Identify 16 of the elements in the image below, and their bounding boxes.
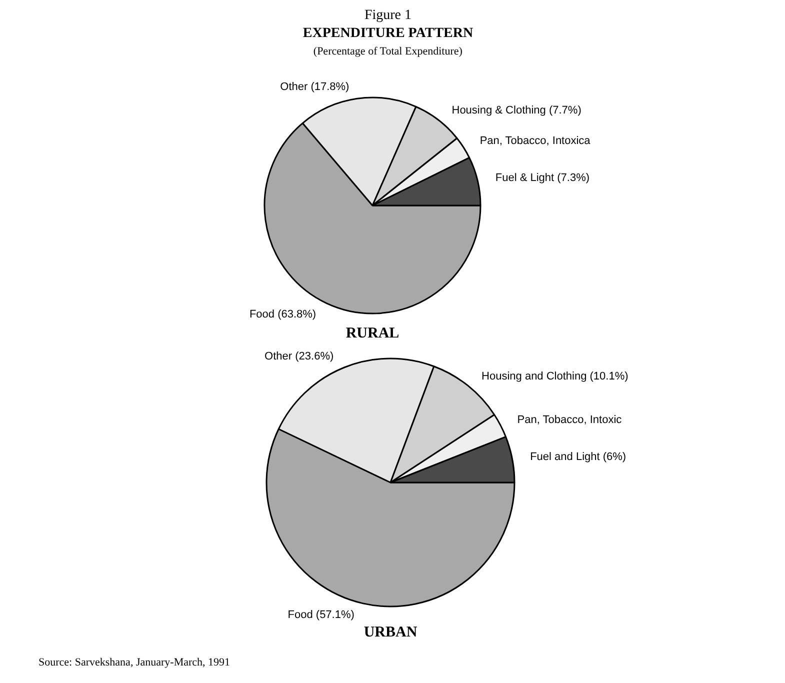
text: RURAL: [346, 326, 400, 342]
slice-label: Other (17.8%): [280, 80, 350, 93]
source-note: Source: Sarvekshana, January-March, 1991: [38, 656, 230, 668]
slice-label: Fuel and Light (6%): [530, 451, 626, 464]
slice-label: Fuel & Light (7.3%): [495, 172, 590, 184]
slice-label: Pan, Tobacco, Intoxica: [480, 135, 592, 148]
chart-subtitle: (Percentage of Total Expenditure): [313, 46, 463, 58]
text: URBAN: [364, 624, 418, 640]
slice-label: Pan, Tobacco, Intoxic: [517, 414, 622, 426]
chart-title: EXPENDITURE PATTERN: [302, 26, 474, 41]
slice-label: Other (23.6%): [264, 350, 334, 362]
caption: Figure 1: [364, 8, 412, 23]
slice-label: Food (57.1%): [288, 609, 354, 622]
slice-label: Housing & Clothing (7.7%): [452, 104, 582, 116]
slice-label: Housing and Clothing (10.1%): [482, 370, 628, 382]
slice-label: Food (63.8%): [249, 308, 316, 320]
